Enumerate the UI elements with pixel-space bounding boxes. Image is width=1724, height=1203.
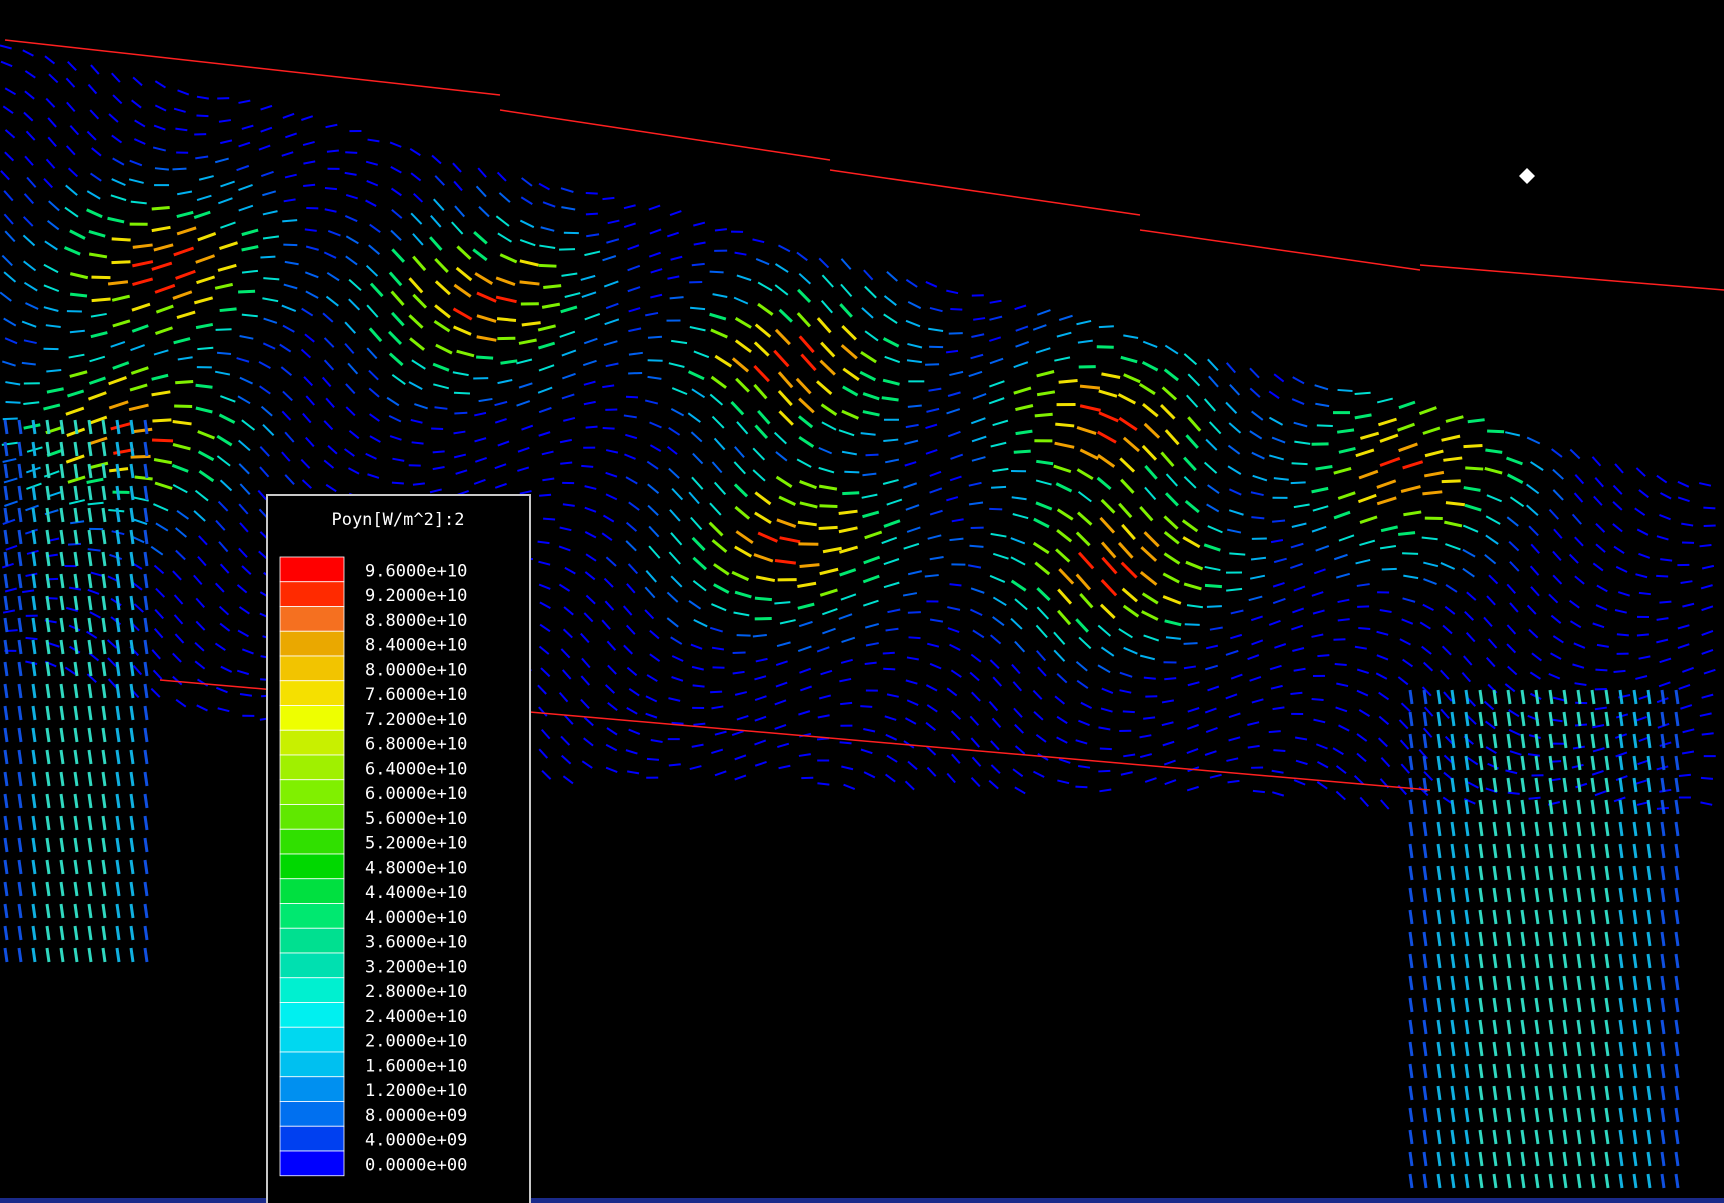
legend-swatch: [280, 755, 344, 780]
legend-label: 2.4000e+10: [365, 1007, 467, 1027]
legend-label: 6.8000e+10: [365, 735, 467, 755]
viewport: Poyn[W/m^2]:2 9.6000e+10 9.2000e+10 8.8000…: [0, 0, 1724, 1203]
legend-swatch: [280, 631, 344, 656]
legend-label: 2.8000e+10: [365, 982, 467, 1002]
legend-label: 8.0000e+09: [365, 1106, 467, 1126]
legend-label: 3.6000e+10: [365, 933, 467, 953]
legend-swatch: [280, 1003, 344, 1028]
legend-swatch: [280, 607, 344, 632]
legend-label: 2.0000e+10: [365, 1032, 467, 1052]
legend-label: 4.0000e+09: [365, 1131, 467, 1151]
legend-label: 0.0000e+00: [365, 1155, 467, 1175]
legend-swatch: [280, 953, 344, 978]
legend-swatch: [280, 978, 344, 1003]
legend-label: 7.6000e+10: [365, 685, 467, 705]
legend-swatch: [280, 582, 344, 607]
legend-swatch: [280, 928, 344, 953]
legend-swatch: [280, 879, 344, 904]
legend-swatch: [280, 656, 344, 681]
legend-label: 4.8000e+10: [365, 858, 467, 878]
legend-swatch: [280, 681, 344, 706]
legend-title: Poyn[W/m^2]:2: [331, 510, 464, 530]
legend-swatch: [280, 557, 344, 582]
legend-swatch: [280, 706, 344, 731]
legend-swatch: [280, 730, 344, 755]
legend-swatch: [280, 904, 344, 929]
legend-swatch: [280, 780, 344, 805]
legend-label: 1.6000e+10: [365, 1056, 467, 1076]
legend-swatch: [280, 1151, 344, 1176]
legend-layer: Poyn[W/m^2]:2 9.6000e+10 9.2000e+10 8.8000…: [0, 0, 1724, 1203]
legend-label: 8.0000e+10: [365, 660, 467, 680]
legend-swatch: [280, 1077, 344, 1102]
legend-swatch: [280, 854, 344, 879]
legend-label: 3.2000e+10: [365, 957, 467, 977]
legend-swatch: [280, 829, 344, 854]
legend-label: 5.6000e+10: [365, 809, 467, 829]
legend-swatch: [280, 1052, 344, 1077]
legend-swatch: [280, 1126, 344, 1151]
legend-label: 1.2000e+10: [365, 1081, 467, 1101]
legend-swatch: [280, 805, 344, 830]
legend-label: 6.0000e+10: [365, 784, 467, 804]
legend-label: 4.0000e+10: [365, 908, 467, 928]
legend-label: 8.8000e+10: [365, 611, 467, 631]
legend-swatch: [280, 1027, 344, 1052]
legend-label: 9.6000e+10: [365, 561, 467, 581]
legend-label: 5.2000e+10: [365, 834, 467, 854]
legend-label: 7.2000e+10: [365, 710, 467, 730]
legend-label: 9.2000e+10: [365, 586, 467, 606]
legend-label: 8.4000e+10: [365, 636, 467, 656]
legend-label: 6.4000e+10: [365, 759, 467, 779]
legend-swatch: [280, 1102, 344, 1127]
legend-label: 4.4000e+10: [365, 883, 467, 903]
